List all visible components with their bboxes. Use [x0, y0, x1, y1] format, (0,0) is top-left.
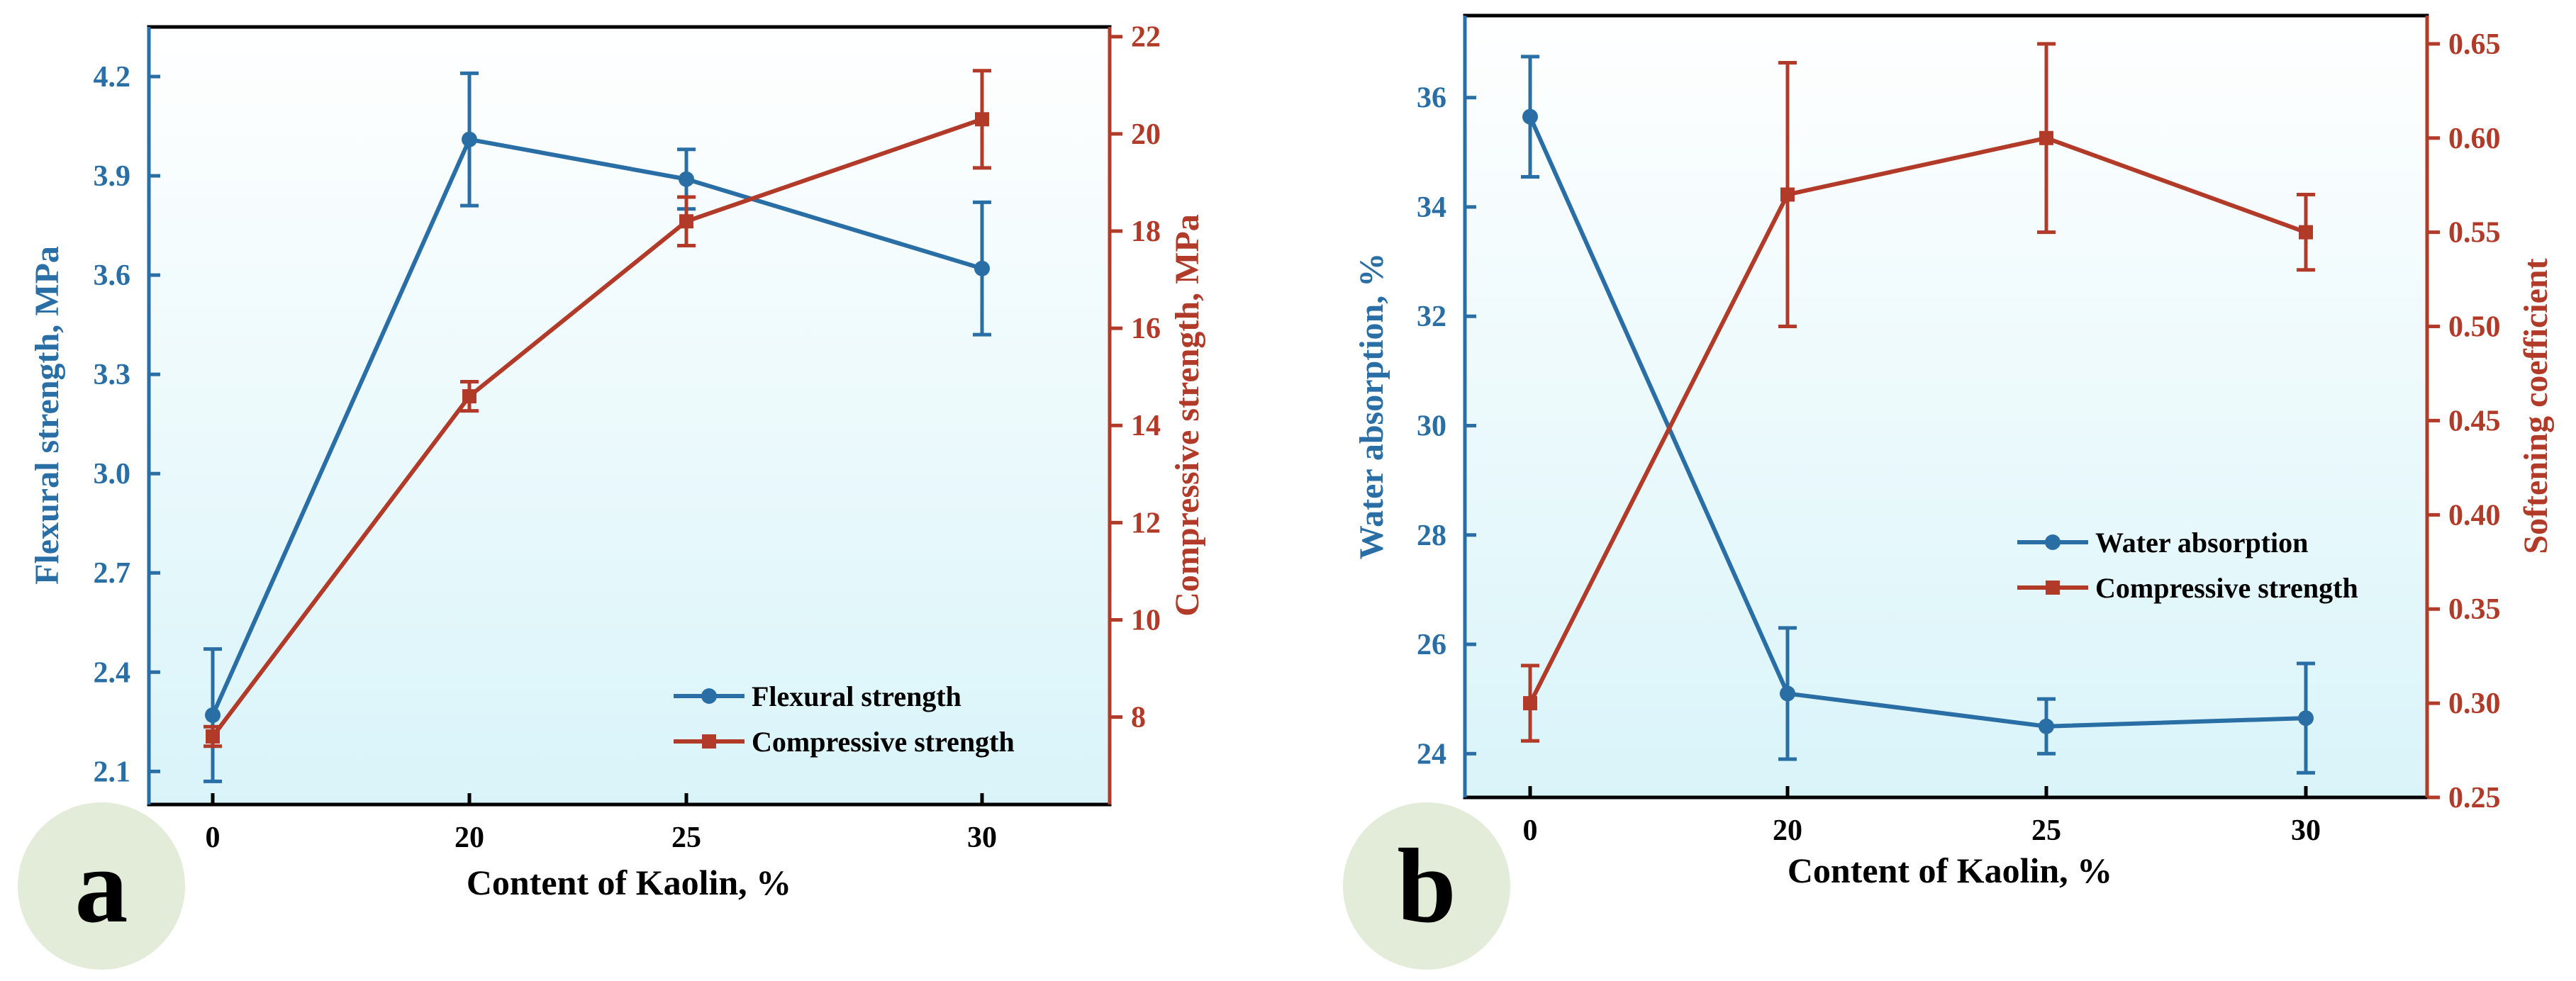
x-tick-label: 20	[1773, 814, 1802, 847]
data-point	[205, 707, 221, 723]
data-point	[975, 112, 989, 127]
panel-badge-a	[18, 802, 185, 970]
x-axis-label-b: Content of Kaolin, %	[1788, 851, 2112, 890]
legend-marker	[701, 688, 717, 704]
legend-label: Flexural strength	[752, 680, 961, 712]
right-tick-label: 0.25	[2448, 782, 2501, 814]
x-tick-label: 25	[671, 822, 701, 854]
plot-area-b	[1465, 16, 2427, 797]
data-point	[1780, 187, 1795, 202]
right-tick-label: 12	[1131, 507, 1161, 539]
right-tick-label: 8	[1131, 702, 1146, 734]
data-point	[679, 171, 694, 187]
left-tick-label: 34	[1417, 191, 1446, 224]
right-tick-label: 14	[1131, 410, 1161, 442]
legend-label: Water absorption	[2095, 527, 2308, 559]
x-axis-label-a: Content of Kaolin, %	[467, 863, 791, 902]
left-tick-label: 4.2	[94, 61, 131, 94]
left-axis-ticks-a: 2.1 2.4 2.7 3.0 3.3 3.6 3.9 4.2	[94, 61, 160, 788]
left-tick-label: 24	[1417, 738, 1446, 770]
data-point	[1780, 685, 1795, 702]
series-line-secondary	[211, 117, 983, 738]
series-line-primary	[1528, 116, 2307, 729]
x-tick-label: 25	[2031, 814, 2061, 847]
right-tick-label: 0.55	[2448, 217, 2501, 250]
left-tick-label: 36	[1417, 82, 1446, 115]
x-tick-label: 20	[455, 822, 484, 854]
right-axis-ticks-b: 0.25 0.30 0.35 0.40 0.45 0.50 0.55 0.60 0.65	[2427, 28, 2501, 814]
right-axis-label-b: Softening coefficient	[2517, 258, 2555, 554]
panel-letter-b: b	[1397, 827, 1456, 945]
x-axis-ticks-a: 0 20 25 30	[206, 793, 997, 854]
left-tick-label: 26	[1417, 629, 1446, 661]
data-point	[2299, 225, 2313, 240]
panel-letter-a: a	[75, 827, 128, 945]
right-tick-label: 0.60	[2448, 123, 2501, 155]
right-tick-label: 22	[1131, 21, 1161, 54]
legend-marker	[2045, 534, 2061, 550]
right-tick-label: 0.65	[2448, 28, 2501, 61]
series-line-secondary	[1528, 135, 2307, 705]
series-line-primary	[211, 137, 983, 717]
left-tick-label: 2.1	[94, 756, 131, 788]
right-axis-ticks-a: 8 10 12 14 16 18 20 22	[1110, 21, 1161, 734]
data-point	[974, 260, 990, 276]
data-point	[1522, 108, 1538, 125]
x-tick-label: 30	[967, 822, 997, 854]
data-point	[2298, 710, 2314, 727]
left-axis-label-b: Water absorption, %	[1353, 253, 1390, 559]
left-tick-label: 3.6	[94, 259, 131, 292]
right-tick-label: 0.40	[2448, 499, 2501, 532]
right-tick-label: 10	[1131, 604, 1161, 637]
plot-area-a	[149, 27, 1110, 805]
left-tick-label: 3.9	[94, 160, 131, 193]
legend-marker	[702, 734, 716, 749]
right-tick-label: 16	[1131, 313, 1161, 345]
left-tick-label: 2.7	[94, 557, 131, 590]
left-tick-label: 2.4	[94, 656, 131, 689]
left-axis-ticks-b: 24 26 28 30 32 34 36	[1417, 82, 1476, 770]
right-tick-label: 18	[1131, 215, 1161, 248]
legend-b: Water absorption Compressive strength	[2017, 527, 2358, 604]
x-axis-ticks-b: 0 20 25 30	[1523, 786, 2321, 847]
chart-panel-a: 2.1 2.4 2.7 3.0 3.3 3.6 3.9 4.2 8 10 12 14 16 18 20 22…	[18, 21, 1206, 970]
left-tick-label: 30	[1417, 410, 1446, 442]
x-tick-label: 0	[1523, 814, 1538, 847]
legend-marker	[2046, 581, 2060, 595]
right-axis-label-a: Compressive strength, MPa	[1169, 214, 1206, 617]
right-tick-label: 20	[1131, 118, 1161, 151]
data-point	[2039, 718, 2054, 734]
legend-a: Flexural strength Compressive strength	[674, 680, 1015, 758]
series-group-a	[147, 27, 1112, 805]
right-tick-label: 0.30	[2448, 688, 2501, 720]
left-tick-label: 3.0	[94, 458, 131, 490]
data-point	[2039, 130, 2053, 145]
series-group-b	[1463, 16, 2429, 797]
x-tick-label: 0	[206, 822, 221, 854]
left-tick-label: 3.3	[94, 359, 131, 391]
data-point	[679, 214, 693, 229]
left-tick-label: 32	[1417, 301, 1446, 333]
right-tick-label: 0.50	[2448, 311, 2501, 344]
left-axis-label-a: Flexural strength, MPa	[28, 246, 66, 585]
data-point	[462, 389, 476, 404]
panel-badge-b	[1343, 802, 1510, 970]
data-point	[462, 131, 477, 147]
legend-label: Compressive strength	[2095, 572, 2358, 604]
right-tick-label: 0.35	[2448, 593, 2501, 626]
data-point	[1523, 696, 1537, 711]
right-tick-label: 0.45	[2448, 405, 2501, 437]
x-tick-label: 30	[2291, 814, 2321, 847]
legend-label: Compressive strength	[752, 726, 1015, 758]
left-tick-label: 28	[1417, 520, 1446, 552]
data-point	[206, 729, 220, 744]
